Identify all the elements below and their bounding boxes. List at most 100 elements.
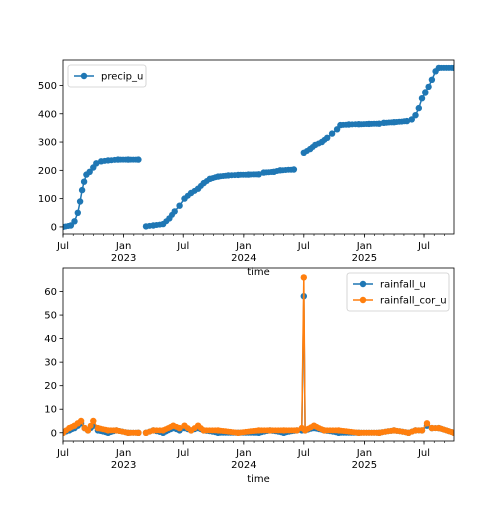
- data-point: [114, 156, 122, 163]
- data-point: [84, 427, 92, 434]
- data-point: [435, 64, 442, 72]
- data-point: [306, 145, 314, 153]
- data-point: [142, 223, 150, 230]
- x-tick-label: Jul: [56, 241, 69, 252]
- legend-label-rainfall_cor_u: rainfall_cor_u: [380, 296, 447, 307]
- data-point: [176, 424, 183, 432]
- x-tick-label: Jan: [115, 448, 131, 459]
- x-tick-label: Jan: [356, 241, 372, 252]
- data-point: [235, 429, 242, 436]
- data-point: [80, 178, 88, 185]
- data-point: [270, 168, 277, 175]
- y-tick-label: 200: [38, 166, 57, 177]
- data-point: [181, 422, 188, 429]
- x-tick-label: Jul: [176, 241, 189, 252]
- y-tick-label: 50: [44, 311, 57, 322]
- data-point: [142, 429, 150, 436]
- data-point: [113, 427, 120, 434]
- data-point: [93, 160, 100, 167]
- data-point: [90, 417, 97, 425]
- legend-box: [346, 272, 450, 312]
- x-tick-label: Jul: [56, 448, 69, 459]
- legend-label-precip_u: precip_u: [101, 72, 143, 83]
- axes-frame: [62, 267, 455, 442]
- data-point: [187, 189, 195, 197]
- data-point: [63, 223, 67, 231]
- data-point: [280, 427, 287, 434]
- data-point: [380, 119, 387, 127]
- data-point: [423, 420, 431, 427]
- data-point: [405, 429, 412, 436]
- data-point: [245, 171, 252, 178]
- legend-label-rainfall_u: rainfall_u: [380, 280, 426, 291]
- y-tick-label: 20: [44, 381, 57, 392]
- data-point: [301, 427, 309, 434]
- y-tick-label: 0: [51, 222, 57, 233]
- data-point: [266, 427, 274, 434]
- data-point: [300, 274, 307, 281]
- y-tick-label: 30: [44, 358, 57, 369]
- data-point: [345, 121, 353, 128]
- data-point: [450, 64, 454, 72]
- data-point: [312, 141, 319, 149]
- y-tick-label: 10: [44, 405, 57, 416]
- data-point: [428, 424, 436, 432]
- y-tick-label: 60: [44, 287, 57, 298]
- data-point: [403, 117, 411, 125]
- data-point: [150, 427, 157, 434]
- data-point: [235, 171, 242, 179]
- data-point: [365, 120, 373, 128]
- y-tick-label: 500: [38, 81, 57, 92]
- legend-marker-rainfall_u: [359, 280, 367, 288]
- data-point: [200, 427, 207, 434]
- data-point: [63, 429, 67, 436]
- data-point: [318, 138, 326, 146]
- x-tick-label: Jan: [115, 241, 131, 252]
- x-tick-year-label: 2024: [231, 253, 256, 264]
- legend-marker-precip_u: [80, 72, 88, 80]
- data-point: [125, 429, 132, 436]
- data-point: [135, 429, 142, 436]
- data-point: [255, 171, 262, 178]
- x-axis-label: time: [247, 474, 270, 485]
- data-point: [104, 427, 112, 434]
- data-point: [86, 168, 93, 175]
- data-point: [200, 179, 207, 187]
- data-point: [170, 422, 177, 429]
- legend-box: [67, 64, 147, 88]
- data-point: [390, 427, 398, 434]
- data-point: [355, 429, 362, 436]
- series-precip_u: [63, 64, 454, 231]
- data-point: [166, 215, 173, 222]
- series-fill-marker: [87, 422, 94, 429]
- data-point: [355, 121, 362, 128]
- x-tick-year-label: 2023: [111, 460, 136, 471]
- data-point: [67, 222, 75, 229]
- data-point: [337, 121, 344, 129]
- data-point: [428, 76, 436, 84]
- x-tick-label: Jul: [297, 448, 310, 459]
- data-point: [321, 427, 328, 434]
- data-point: [181, 195, 188, 202]
- data-point: [125, 156, 132, 163]
- x-tick-label: Jul: [417, 448, 430, 459]
- data-point: [94, 424, 102, 432]
- data-point: [376, 429, 383, 436]
- y-tick-label: 100: [38, 194, 57, 205]
- data-point: [187, 427, 195, 434]
- data-point: [415, 104, 422, 112]
- data-point: [422, 89, 429, 96]
- data-point: [176, 202, 183, 209]
- series-rainfall_cor_u: [63, 274, 454, 436]
- data-point: [328, 130, 336, 137]
- data-point: [425, 83, 432, 91]
- data-point: [171, 208, 178, 215]
- data-point: [71, 218, 78, 225]
- data-point: [435, 424, 442, 432]
- y-tick-label: 400: [38, 109, 57, 120]
- x-tick-label: Jul: [417, 241, 430, 252]
- data-point: [412, 427, 419, 434]
- data-point: [206, 175, 214, 182]
